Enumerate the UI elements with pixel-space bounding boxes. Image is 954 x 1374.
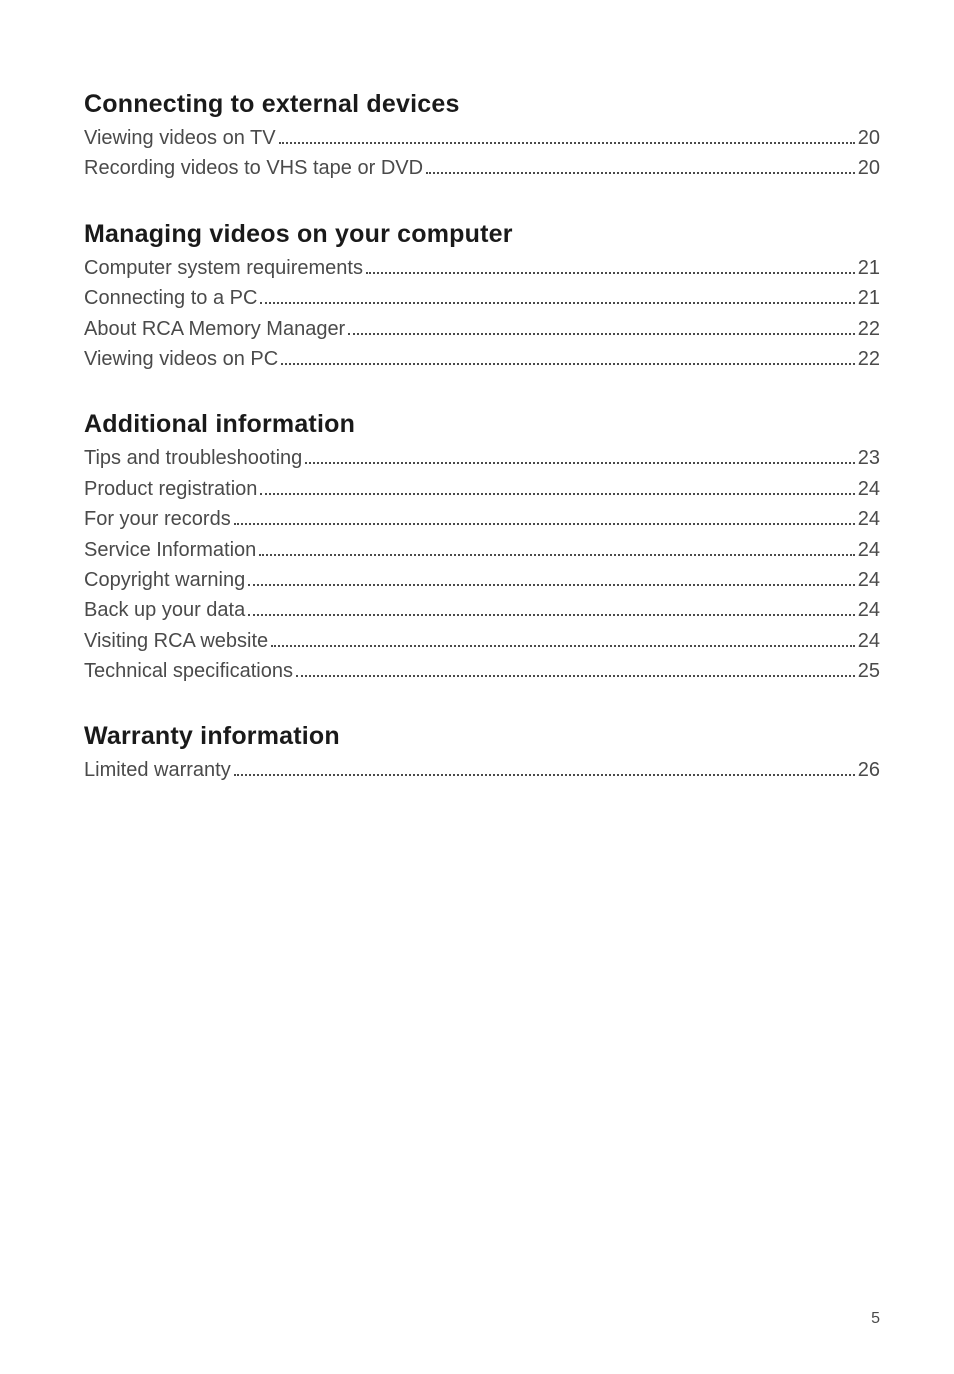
toc-entry: Back up your data 24 (84, 595, 880, 625)
dot-leader (260, 477, 854, 495)
toc-entry-label: Computer system requirements (84, 253, 363, 283)
toc-section: Additional information Tips and troublesh… (84, 410, 880, 686)
dot-leader (305, 446, 854, 464)
toc-entry-label: Connecting to a PC (84, 283, 257, 313)
toc-entry-label: About RCA Memory Manager (84, 314, 345, 344)
toc-entry-label: Tips and troubleshooting (84, 443, 302, 473)
toc-entry-label: Visiting RCA website (84, 626, 268, 656)
page-container: Connecting to external devices Viewing vi… (0, 0, 954, 1374)
toc-entry-page: 20 (858, 153, 880, 183)
toc-entry-page: 24 (858, 626, 880, 656)
toc-section-title: Additional information (84, 410, 880, 439)
toc-entry-page: 24 (858, 595, 880, 625)
toc-entry: Copyright warning 24 (84, 565, 880, 595)
toc-entry: Visiting RCA website 24 (84, 626, 880, 656)
toc-section: Connecting to external devices Viewing vi… (84, 90, 880, 184)
toc-entry: About RCA Memory Manager 22 (84, 314, 880, 344)
dot-leader (281, 347, 855, 365)
toc-entry-label: Copyright warning (84, 565, 245, 595)
toc-entry: Viewing videos on TV 20 (84, 123, 880, 153)
toc-entry-label: For your records (84, 504, 231, 534)
toc-entry: Service Information 24 (84, 535, 880, 565)
toc-entry: Computer system requirements 21 (84, 253, 880, 283)
toc-section-title: Managing videos on your computer (84, 220, 880, 249)
toc-entry: Product registration 24 (84, 474, 880, 504)
toc-entry-page: 20 (858, 123, 880, 153)
toc-entry: Recording videos to VHS tape or DVD 20 (84, 153, 880, 183)
toc-entry-label: Service Information (84, 535, 256, 565)
dot-leader (234, 758, 855, 776)
toc-entry-label: Back up your data (84, 595, 245, 625)
toc-entry-page: 26 (858, 755, 880, 785)
dot-leader (248, 598, 855, 616)
dot-leader (271, 629, 855, 647)
toc-entry-page: 24 (858, 535, 880, 565)
toc-entry-page: 24 (858, 504, 880, 534)
dot-leader (234, 507, 855, 525)
dot-leader (348, 317, 855, 335)
toc-entry: For your records 24 (84, 504, 880, 534)
toc-entry-page: 25 (858, 656, 880, 686)
dot-leader (296, 659, 855, 677)
dot-leader (366, 256, 855, 274)
toc-entry-page: 22 (858, 314, 880, 344)
toc-section-title: Warranty information (84, 722, 880, 751)
toc-entry-label: Viewing videos on TV (84, 123, 276, 153)
toc-entry: Technical specifications 25 (84, 656, 880, 686)
toc-entry-page: 22 (858, 344, 880, 374)
toc-entry: Tips and troubleshooting 23 (84, 443, 880, 473)
dot-leader (260, 286, 854, 304)
toc-entry-label: Product registration (84, 474, 257, 504)
toc-entry-page: 24 (858, 474, 880, 504)
dot-leader (426, 156, 855, 174)
toc-entry-page: 21 (858, 253, 880, 283)
toc-entry-page: 23 (858, 443, 880, 473)
dot-leader (279, 126, 855, 144)
toc-entry-label: Technical specifications (84, 656, 293, 686)
dot-leader (259, 538, 854, 556)
toc-entry-page: 21 (858, 283, 880, 313)
toc-entry: Limited warranty 26 (84, 755, 880, 785)
toc-entry: Viewing videos on PC 22 (84, 344, 880, 374)
table-of-contents: Connecting to external devices Viewing vi… (84, 90, 880, 786)
toc-entry-page: 24 (858, 565, 880, 595)
toc-entry-label: Limited warranty (84, 755, 231, 785)
toc-section: Managing videos on your computer Computer… (84, 220, 880, 375)
toc-entry: Connecting to a PC 21 (84, 283, 880, 313)
dot-leader (248, 568, 855, 586)
toc-entry-label: Recording videos to VHS tape or DVD (84, 153, 423, 183)
toc-section: Warranty information Limited warranty 26 (84, 722, 880, 785)
page-number: 5 (871, 1310, 880, 1328)
toc-section-title: Connecting to external devices (84, 90, 880, 119)
toc-entry-label: Viewing videos on PC (84, 344, 278, 374)
